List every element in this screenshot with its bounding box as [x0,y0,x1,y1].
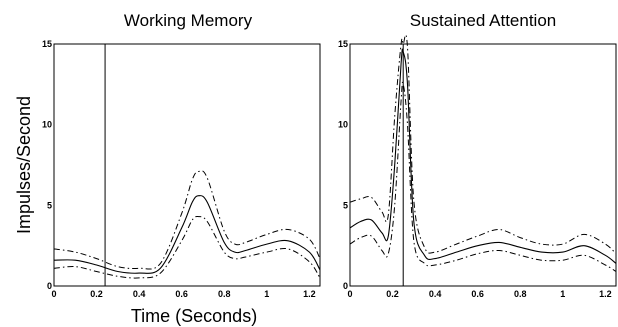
sustained-attention-plot-frame [349,43,617,287]
sustained-attention-x-tick-label: 0.8 [514,289,527,299]
sustained-attention-x-tick-label: 0.6 [471,289,484,299]
working-memory-x-tick-label: 0.4 [133,289,146,299]
working-memory-lower-line [53,215,321,279]
sustained-attention-x-tick-label: 0 [347,289,352,299]
working-memory-x-tick-label: 1 [264,289,269,299]
working-memory-x-tick-label: 0.8 [218,289,231,299]
working-memory-x-tick-label: 0.6 [175,289,188,299]
working-memory-title: Working Memory [124,11,253,30]
working-memory-plot-area [53,44,321,286]
working-memory-x-tick-label: 0.2 [90,289,103,299]
working-memory-x-tick-label: 0 [51,289,56,299]
working-memory-y-tick-label: 15 [42,39,52,49]
working-memory-y-tick-label: 0 [47,281,52,291]
sustained-attention-y-tick-label: 0 [343,281,348,291]
sustained-attention-x-tick-label: 1.2 [599,289,612,299]
sustained-attention-mean-line [349,48,617,264]
y-axis-label: Impulses/Second [14,96,34,234]
sustained-attention-x-tick-label: 0.4 [429,289,442,299]
working-memory-y-tick-label: 5 [47,200,52,210]
sustained-attention-y-tick-label: 15 [338,39,348,49]
sustained-attention-plot-area [349,34,617,286]
sustained-attention-ticks: 0 0.2 0.4 0.6 0.8 1 1.2 0 5 10 15 [338,39,612,299]
working-memory-x-tick-label: 1.2 [303,289,316,299]
x-axis-label: Time (Seconds) [131,306,257,326]
sustained-attention-x-tick-label: 1 [560,289,565,299]
sustained-attention-upper-line [349,34,617,255]
sustained-attention-title: Sustained Attention [410,11,557,30]
working-memory-y-tick-label: 10 [42,120,52,130]
sustained-attention-y-tick-label: 5 [343,200,348,210]
sustained-attention-x-tick-label: 0.2 [386,289,399,299]
working-memory-plot-frame [53,43,321,287]
sustained-attention-panel: Sustained Attention 0 0.2 0.4 0.6 0.8 1 1.2 0 5 1… [338,11,617,299]
working-memory-ticks: 0 0.2 0.4 0.6 0.8 1 1.2 0 5 10 15 [42,39,316,299]
working-memory-upper-line [53,170,321,270]
sustained-attention-lower-line [349,81,617,272]
working-memory-mean-line [53,195,321,274]
working-memory-panel: Working Memory 0 0.2 0.4 0.6 0.8 1 1.2 0 5 10 15 [42,11,321,299]
sustained-attention-y-tick-label: 10 [338,120,348,130]
